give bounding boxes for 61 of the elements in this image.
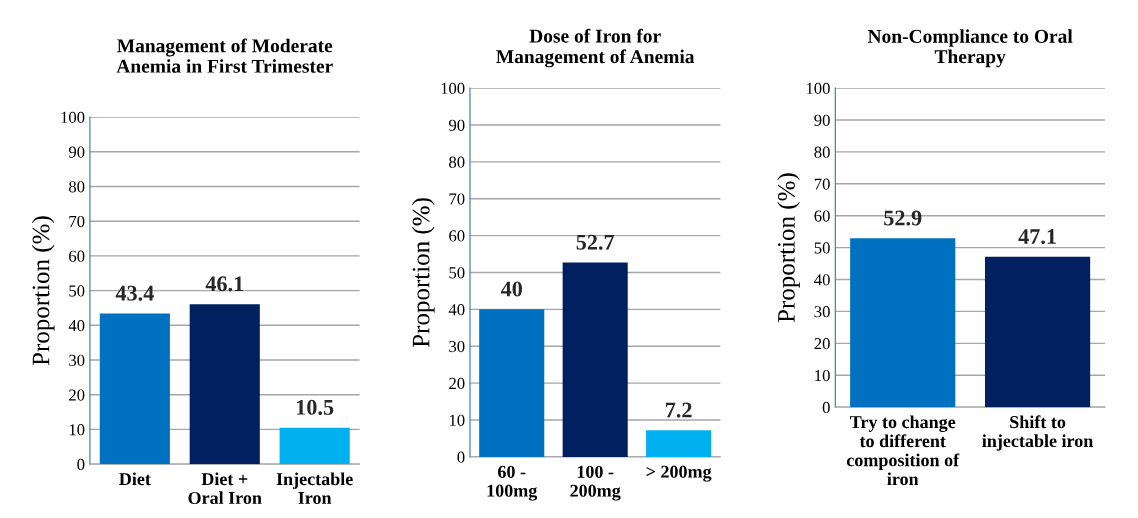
y-tick-label: 10 bbox=[69, 424, 85, 436]
data-label: 40 bbox=[500, 281, 522, 297]
y-tick-label: 40 bbox=[448, 304, 465, 316]
y-axis-title: Proportion (%) bbox=[31, 216, 55, 366]
x-tick-label: 60 - 100mg bbox=[487, 465, 538, 501]
y-tick-label: 90 bbox=[68, 146, 85, 158]
x-tick-label: Try to change to different composition of iron bbox=[846, 415, 960, 486]
y-tick-label: 10 bbox=[815, 369, 830, 382]
bar bbox=[99, 313, 170, 465]
y-tick-label: 80 bbox=[69, 181, 85, 193]
bar bbox=[189, 304, 260, 465]
y-tick-label: 50 bbox=[814, 242, 830, 254]
bar bbox=[479, 309, 545, 457]
data-label: 47.1 bbox=[1018, 229, 1056, 245]
y-tick-label: 60 bbox=[69, 250, 85, 262]
y-tick-label: 40 bbox=[68, 320, 85, 332]
data-label: 10.5 bbox=[296, 399, 334, 415]
data-label: 7.2 bbox=[666, 402, 692, 418]
y-tick-label: 90 bbox=[814, 114, 830, 126]
y-axis-title: Proportion (%) bbox=[411, 198, 435, 348]
chart-title: Management of Moderate Anemia in First Trimester bbox=[116, 38, 333, 73]
y-tick-label: 30 bbox=[449, 340, 465, 353]
y-tick-label: 30 bbox=[814, 306, 830, 318]
y-tick-label: 100 bbox=[441, 82, 465, 95]
y-tick-label: 40 bbox=[814, 274, 830, 286]
y-tick-label: 70 bbox=[814, 178, 830, 190]
y-tick-label: 70 bbox=[449, 193, 465, 205]
data-label: 52.9 bbox=[884, 210, 922, 226]
y-tick-label: 20 bbox=[69, 389, 85, 401]
y-tick-label: 0 bbox=[457, 451, 465, 463]
y-tick-label: 60 bbox=[814, 210, 830, 222]
bar bbox=[279, 427, 350, 465]
y-tick-label: 60 bbox=[449, 230, 465, 242]
bar bbox=[646, 430, 712, 457]
x-tick-label: Diet bbox=[119, 472, 151, 486]
y-tick-label: 90 bbox=[449, 119, 465, 131]
y-tick-label: 80 bbox=[449, 156, 465, 168]
y-tick-label: 80 bbox=[814, 146, 830, 158]
y-tick-label: 20 bbox=[449, 377, 465, 390]
chart-title: Non-Compliance to Oral Therapy bbox=[867, 29, 1073, 68]
data-label: 52.7 bbox=[576, 234, 615, 250]
y-tick-label: 50 bbox=[449, 267, 465, 279]
y-tick-label: 30 bbox=[69, 354, 85, 366]
y-tick-label: 0 bbox=[822, 401, 830, 414]
x-tick-label: Injectable Iron bbox=[276, 472, 353, 505]
chart-title: Dose of Iron for Management of Anemia bbox=[496, 28, 695, 68]
y-axis-title: Proportion (%) bbox=[777, 173, 800, 323]
data-label: 43.4 bbox=[115, 285, 154, 301]
y-tick-label: 10 bbox=[449, 414, 465, 426]
x-tick-label: Diet + Oral Iron bbox=[188, 472, 262, 505]
y-tick-label: 50 bbox=[69, 285, 85, 297]
y-tick-label: 0 bbox=[77, 458, 85, 471]
data-label: 46.1 bbox=[205, 276, 244, 292]
y-tick-label: 100 bbox=[61, 111, 85, 124]
x-tick-label: > 200mg bbox=[646, 465, 712, 482]
y-tick-label: 20 bbox=[814, 338, 830, 350]
x-tick-label: Shift to injectable iron bbox=[982, 415, 1094, 451]
y-tick-label: 70 bbox=[69, 215, 85, 228]
bar bbox=[562, 262, 628, 457]
y-tick-label: 100 bbox=[806, 82, 830, 95]
x-tick-label: 100 - 200mg bbox=[570, 465, 621, 501]
